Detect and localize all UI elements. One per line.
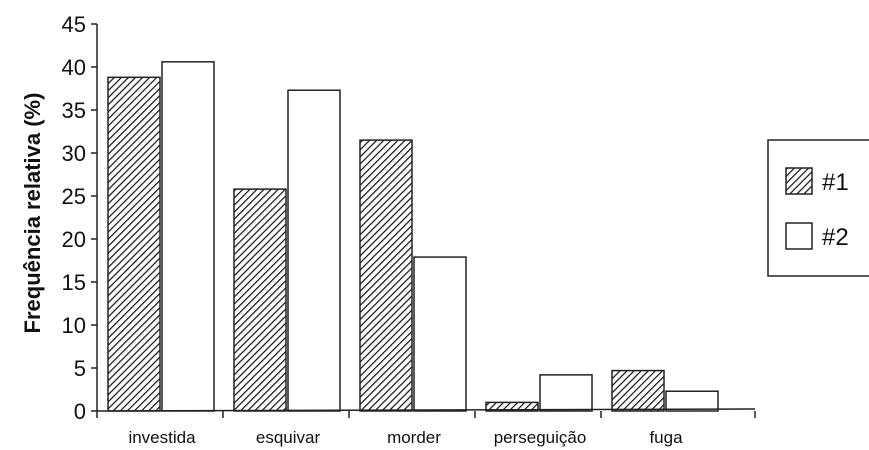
bar-series-2-fuga: [665, 390, 719, 412]
bar-series-1-esquivar: [233, 188, 287, 412]
y-tick-label: 0: [74, 399, 86, 424]
bar-series-2-investida: [161, 61, 215, 412]
bar-series-1-investida: [107, 76, 161, 412]
y-tick-label: 20: [62, 227, 86, 252]
legend-swatch-2: [785, 222, 813, 250]
legend-label-2: #2: [822, 224, 849, 251]
x-tick-label: morder: [387, 428, 441, 447]
bar-series-2-esquivar: [287, 89, 341, 412]
bar-series-1-morder: [359, 139, 413, 412]
x-axis-line: [96, 408, 756, 412]
legend-swatch-1: [785, 167, 813, 195]
y-axis-title: Frequência relativa (%): [20, 93, 45, 334]
plot-area: [107, 61, 719, 412]
bar-series-2-perseguição: [539, 374, 593, 412]
y-tick-label: 35: [62, 98, 86, 123]
y-tick-label: 25: [62, 184, 86, 209]
legend-box: [767, 139, 869, 277]
y-tick-label: 10: [62, 313, 86, 338]
bar-series-1-perseguição: [485, 401, 539, 412]
x-axis: investida esquivar morder perseguição fuga: [96, 408, 756, 447]
bar-series-1-fuga: [611, 369, 665, 412]
x-tick-label: fuga: [649, 428, 683, 447]
y-tick-label: 15: [62, 270, 86, 295]
legend-label-1: #1: [822, 169, 849, 196]
x-tick-label: perseguição: [494, 428, 587, 447]
bar-series-2-morder: [413, 256, 467, 412]
y-tick-label: 30: [62, 141, 86, 166]
y-tick-label: 5: [74, 356, 86, 381]
x-tick-label: esquivar: [256, 428, 321, 447]
x-tick-label: investida: [128, 428, 196, 447]
y-axis: 0 5 10 15 20 25 30 35 40 45: [62, 12, 98, 424]
legend: #1 #2: [767, 139, 869, 277]
y-tick-label: 40: [62, 55, 86, 80]
y-tick-label: 45: [62, 12, 86, 37]
